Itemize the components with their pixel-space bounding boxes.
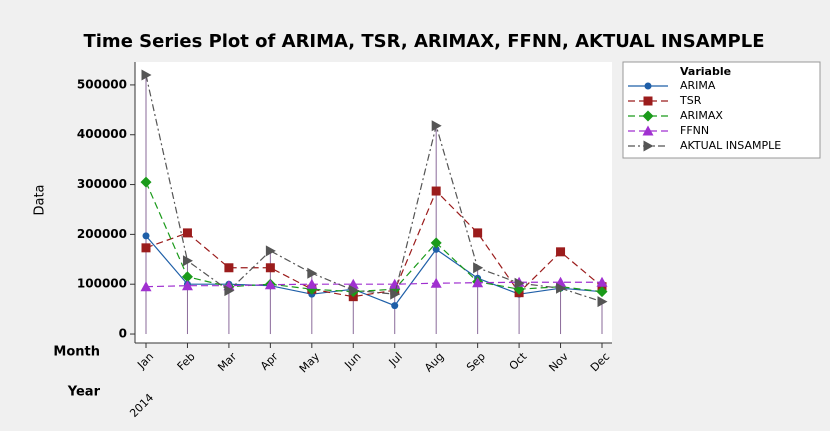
data-point <box>224 263 234 273</box>
series-line <box>145 235 603 307</box>
legend-marker <box>643 140 654 152</box>
data-point <box>430 277 442 288</box>
series-line <box>145 281 602 288</box>
series-line <box>145 189 603 298</box>
legend-title: Variable <box>680 65 731 78</box>
data-point <box>597 296 608 308</box>
data-point <box>431 186 441 196</box>
y-tick-label: 0 <box>119 327 127 341</box>
plot-area <box>135 62 612 343</box>
y-axis-label: Data <box>33 184 48 215</box>
data-point <box>556 282 567 294</box>
y-tick-label: 200000 <box>77 227 127 241</box>
legend-marker <box>644 82 652 90</box>
legend-box <box>622 61 821 159</box>
data-point <box>432 245 440 253</box>
legend-label: ARIMAX <box>680 109 723 122</box>
x-row-label: Month <box>53 345 100 360</box>
data-point <box>224 285 235 297</box>
data-point <box>431 120 442 132</box>
data-point <box>142 232 150 240</box>
data-point <box>306 278 318 289</box>
data-point <box>181 271 193 283</box>
data-point <box>141 243 151 253</box>
data-point <box>264 279 276 290</box>
data-point <box>596 276 608 287</box>
legend-label: FFNN <box>680 124 709 137</box>
y-tick-label: 500000 <box>77 77 127 91</box>
data-point <box>182 255 193 267</box>
data-point <box>389 278 401 289</box>
data-point <box>265 263 275 273</box>
data-point <box>265 245 276 257</box>
data-point <box>514 277 525 289</box>
x-row-label: Year <box>67 385 101 400</box>
data-point <box>348 284 359 296</box>
legend-marker <box>643 96 653 106</box>
data-point <box>473 228 483 238</box>
data-point <box>430 237 442 249</box>
data-point <box>556 247 566 257</box>
data-point <box>140 176 152 188</box>
data-point <box>390 288 401 300</box>
data-point <box>472 277 484 288</box>
legend-label: AKTUAL INSAMPLE <box>680 139 781 152</box>
y-tick-label: 400000 <box>77 127 127 141</box>
data-point <box>182 228 192 238</box>
y-tick-label: 300000 <box>77 177 127 191</box>
legend-marker <box>642 125 654 136</box>
series-line <box>145 181 603 293</box>
series-line <box>145 74 603 303</box>
data-point <box>140 281 152 292</box>
data-point <box>596 286 608 298</box>
data-point <box>473 262 484 274</box>
data-point <box>181 280 193 291</box>
y-tick-label: 100000 <box>77 277 127 291</box>
legend-marker <box>642 110 654 122</box>
chart-title: Time Series Plot of ARIMA, TSR, ARIMAX, … <box>83 31 764 52</box>
data-point <box>141 69 152 81</box>
data-point <box>391 302 399 310</box>
legend-label: ARIMA <box>680 79 716 92</box>
data-point <box>307 267 318 279</box>
legend-label: TSR <box>679 94 702 107</box>
